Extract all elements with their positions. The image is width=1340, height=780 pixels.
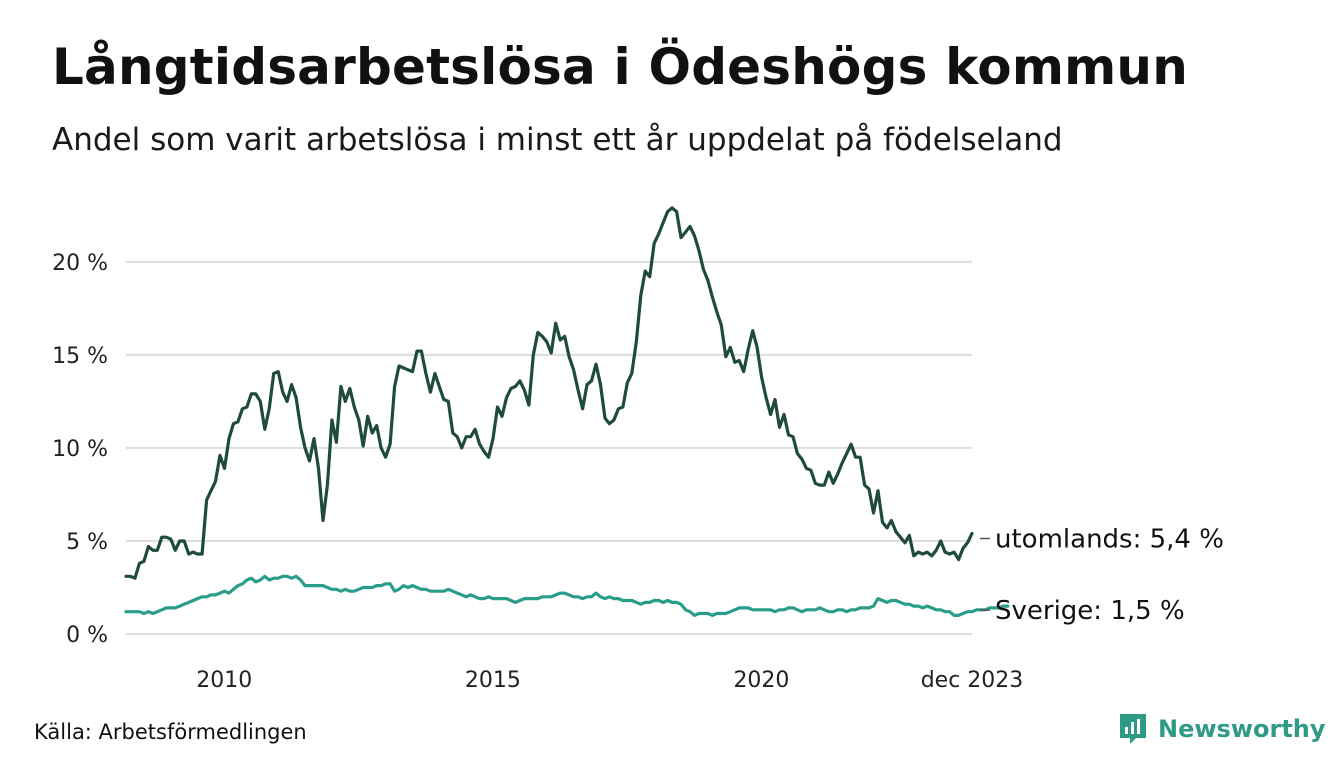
series-end-labels: utomlands: 5,4 % Sverige: 1,5 % [980,525,1224,626]
end-label-utomlands: utomlands: 5,4 % [995,525,1224,555]
y-tick-label: 10 % [52,437,108,462]
x-tick-label: 2010 [196,668,252,693]
chart-subtitle: Andel som varit arbetslösa i minst ett å… [52,122,1063,158]
y-tick-label: 5 % [66,530,108,555]
y-tick-label: 20 % [52,251,108,276]
x-tick-label: dec 2023 [921,668,1024,693]
brand-logo[interactable]: Newsworthy [1118,712,1326,746]
x-tick-label: 2015 [465,668,521,693]
end-label-sverige: Sverige: 1,5 % [995,596,1185,626]
gridlines [126,260,972,635]
brand-name: Newsworthy [1158,715,1326,743]
series-lines [124,206,1010,618]
newsworthy-logo-icon [1120,714,1146,744]
x-axis-ticks: 2010 2015 2020 dec 2023 [196,668,1023,693]
series-line-utomlands [124,206,974,580]
series-line-sverige [124,574,1010,618]
x-tick-label: 2020 [733,668,789,693]
source-note: Källa: Arbetsförmedlingen [34,720,307,744]
y-axis-ticks: 0 % 5 % 10 % 15 % 20 % [52,251,108,648]
y-tick-label: 0 % [66,623,108,648]
y-tick-label: 15 % [52,344,108,369]
chart-title: Långtidsarbetslösa i Ödeshögs kommun [52,38,1189,96]
